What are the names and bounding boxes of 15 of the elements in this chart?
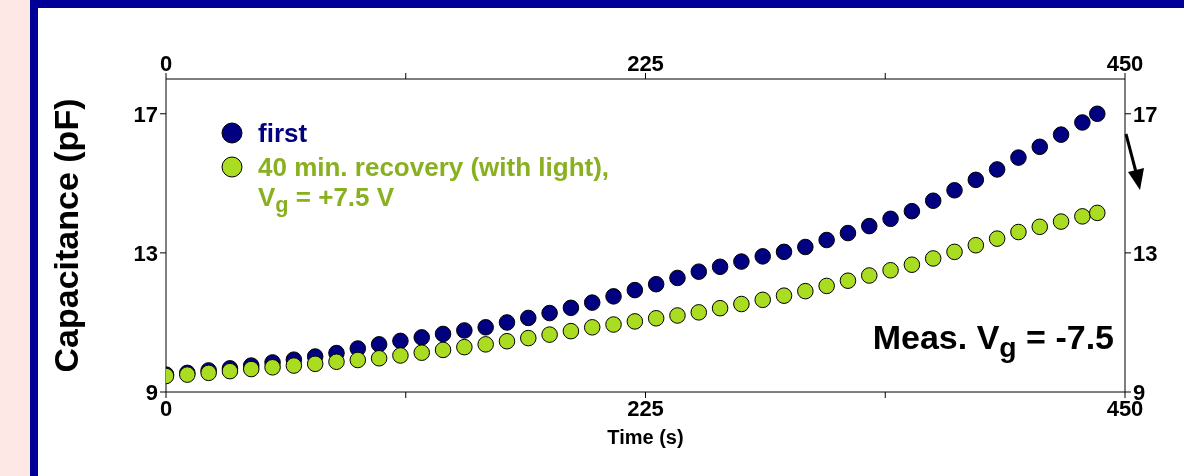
y-tick-label: 13 <box>133 240 158 266</box>
y2-tick-label: 17 <box>1133 101 1158 127</box>
y-tick-label: 9 <box>145 379 158 405</box>
x-axis-title: Time (s) <box>607 426 684 449</box>
x2-tick-label: 0 <box>159 395 173 421</box>
annotation: Meas. V$_{g}$ = -7.5 <box>872 318 1114 364</box>
legend-label: 40 min. recovery (with light), V$_{g}$ = +7.5 V <box>258 152 610 220</box>
legend-label: first <box>258 118 308 148</box>
x2-tick-label: 225 <box>627 395 664 421</box>
x-tick-label: 225 <box>627 51 664 76</box>
y-tick-label: 17 <box>133 101 158 127</box>
y2-tick-label: 13 <box>1133 240 1158 266</box>
x-tick-label: 0 <box>159 51 173 76</box>
y-axis-title: Capacitance (pF) <box>47 98 86 373</box>
x-tick-label: 450 <box>1106 51 1144 76</box>
